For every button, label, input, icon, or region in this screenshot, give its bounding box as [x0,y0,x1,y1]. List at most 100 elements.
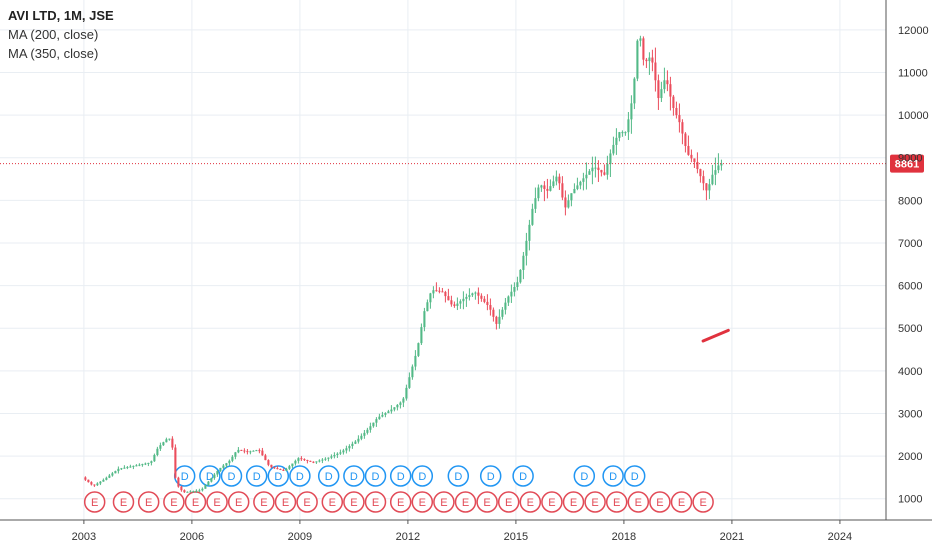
candle-down [681,122,684,134]
earnings-marker [584,491,606,513]
dividend-marker-label: D [397,471,405,483]
symbol-title[interactable]: AVI LTD, 1M, JSE [8,8,114,23]
candle-up [132,465,135,467]
candle-up [153,455,156,462]
candle-up [618,132,621,138]
candle-down [687,145,690,155]
candle-up [210,478,213,482]
y-tick-label: 3000 [898,408,922,420]
candle-down [453,304,456,306]
candle-down [558,176,561,184]
candle-up [660,89,663,99]
candle-up [405,387,408,399]
earnings-marker-label: E [440,497,447,509]
earnings-marker-label: E [170,497,177,509]
candle-up [516,282,519,287]
candle-up [168,438,171,440]
candle-up [297,458,300,461]
candle-down [90,482,93,485]
candle-up [465,296,468,299]
ma-200-label[interactable]: MA (200, close) [8,27,99,42]
candle-up [624,132,627,134]
candle-up [537,187,540,199]
earnings-marker-label: E [678,497,685,509]
ma-350-label[interactable]: MA (350, close) [8,46,99,61]
candle-up [333,455,336,457]
y-tick-label: 11000 [898,67,928,79]
last-price-label: 8861 [895,159,919,171]
candle-up [594,167,597,169]
candle-up [111,473,114,476]
earnings-marker-label: E [656,497,663,509]
candle-up [198,490,201,492]
candle-up [201,488,204,491]
candle-down [171,438,174,448]
earnings-marker-label: E [483,497,490,509]
earnings-marker-label: E [613,497,620,509]
earnings-marker-label: E [329,497,336,509]
dividend-marker-label: D [609,471,617,483]
candle-down [435,290,438,292]
candle-up [573,188,576,194]
candle-up [150,461,153,463]
candle-up [219,467,222,471]
candle-up [318,460,321,462]
earnings-marker-label: E [505,497,512,509]
candle-up [531,208,534,225]
candle-down [678,115,681,123]
y-tick-label: 2000 [898,451,922,463]
candle-down [705,183,708,191]
dividend-marker-label: D [253,471,261,483]
x-tick-label: 2021 [720,531,744,543]
candle-down [84,477,87,480]
earnings-marker [454,491,477,513]
earnings-marker [476,491,498,513]
y-tick-label: 10000 [898,110,929,122]
candle-up [396,404,399,408]
candle-up [609,153,612,165]
dividend-marker [245,465,268,487]
earnings-marker [649,491,671,513]
candle-up [381,414,384,417]
candle-up [555,176,558,182]
candle-up [207,481,210,486]
candle-up [357,438,360,442]
dividend-marker-label: D [631,471,639,483]
x-tick-label: 2003 [72,531,96,543]
candle-up [615,137,618,145]
candle-up [390,409,393,412]
candle-up [549,186,552,191]
earnings-marker [137,491,160,513]
earnings-marker [83,491,106,513]
candle-up [96,483,99,486]
candle-up [570,193,573,201]
candle-up [102,479,105,482]
dividend-marker-label: D [580,471,588,483]
earnings-marker-label: E [699,497,706,509]
candle-down [666,80,669,85]
candle-up [585,174,588,179]
earnings-marker-label: E [303,497,310,509]
last-price-badge [890,154,924,173]
candle-up [354,441,357,444]
candle-up [114,471,117,474]
candle-up [525,240,528,256]
earnings-marker-label: E [635,497,642,509]
dividend-marker-label: D [181,471,189,483]
candle-up [576,185,579,189]
candle-down [495,316,498,324]
candle-down [693,158,696,162]
candle-up [639,38,642,41]
candle-up [423,311,426,328]
candle-up [633,78,636,104]
earnings-marker [692,491,714,513]
candle-up [519,269,522,283]
x-tick-label: 2006 [180,531,204,543]
earnings-marker-label: E [397,497,404,509]
candle-up [135,465,138,467]
dividend-marker-label: D [454,471,462,483]
earnings-marker [184,491,207,513]
candle-down [483,298,486,302]
candle-up [471,293,474,296]
